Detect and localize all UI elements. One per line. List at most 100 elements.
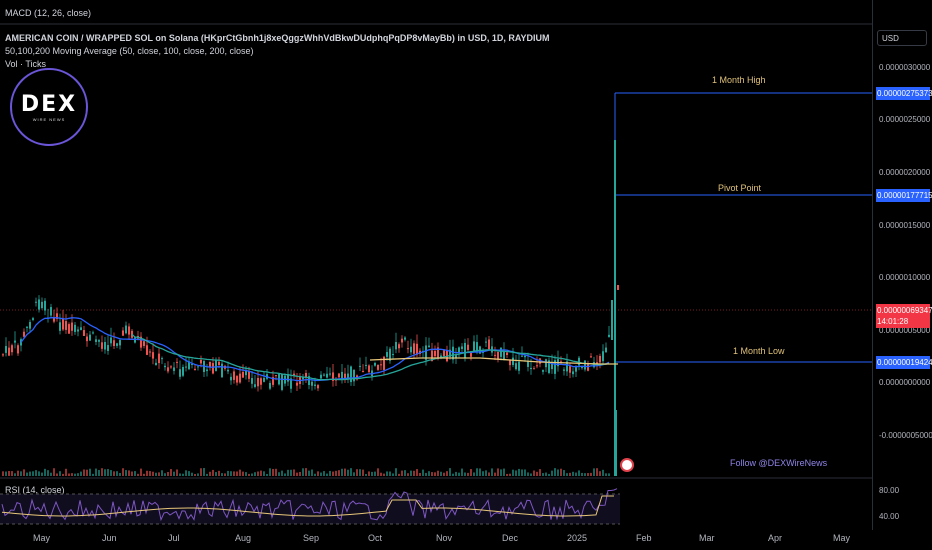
- volume-bar: [401, 470, 403, 476]
- candle-body: [227, 369, 229, 372]
- volume-bar: [512, 469, 514, 476]
- volume-bar: [566, 473, 568, 476]
- rsi-ma-line: [1, 495, 614, 517]
- candle-body: [473, 341, 475, 351]
- volume-bar: [269, 468, 271, 476]
- volume-bar: [590, 472, 592, 476]
- volume-bar: [482, 471, 484, 476]
- volume-bar: [284, 473, 286, 476]
- volume-bar: [305, 468, 307, 476]
- candle-body: [344, 373, 346, 379]
- pivot-annotation: Pivot Point: [718, 183, 762, 193]
- candle-body: [554, 360, 556, 374]
- volume-bar: [581, 472, 583, 476]
- volume-bar: [509, 473, 511, 476]
- volume-bar: [320, 472, 322, 476]
- volume-bar: [224, 473, 226, 476]
- candle-body: [584, 360, 586, 370]
- volume-bar: [392, 473, 394, 476]
- volume-bar: [437, 470, 439, 476]
- volume-bar: [239, 469, 241, 476]
- price-tick: -0.0000005000: [879, 431, 932, 440]
- candle-body: [302, 377, 304, 380]
- price-chart[interactable]: [0, 0, 872, 530]
- candle-body: [179, 369, 181, 377]
- candle-body: [5, 346, 7, 353]
- macd-label: MACD (12, 26, close): [5, 8, 92, 18]
- volume-bar: [287, 469, 289, 476]
- volume-bar: [116, 471, 118, 476]
- volume-bar: [68, 473, 70, 476]
- volume-bar: [62, 473, 64, 476]
- candle-body: [113, 340, 115, 347]
- volume-bar: [317, 471, 319, 476]
- volume-bar: [455, 471, 457, 476]
- volume-bar: [14, 473, 16, 476]
- volume-bar: [230, 471, 232, 476]
- candle-body: [233, 371, 235, 380]
- candle-body: [164, 365, 166, 368]
- candle-body: [443, 350, 445, 357]
- volume-bar: [575, 472, 577, 476]
- volume-bar: [422, 469, 424, 476]
- currency-selector[interactable]: USD: [877, 30, 927, 46]
- candle-body: [257, 377, 259, 387]
- volume-bar: [65, 468, 67, 476]
- volume-bar: [227, 470, 229, 476]
- volume-bar: [209, 471, 211, 476]
- candle-body: [497, 351, 499, 360]
- candle-body: [125, 325, 127, 334]
- volume-bar: [491, 468, 493, 476]
- volume-bar: [206, 473, 208, 476]
- candle-body: [14, 340, 16, 343]
- candle-body: [188, 361, 190, 370]
- candle-body: [290, 378, 292, 389]
- candle-body: [98, 340, 100, 342]
- volume-bar: [44, 468, 46, 476]
- time-label: 2025: [567, 533, 588, 543]
- candle-body: [110, 337, 112, 344]
- candle-body: [119, 340, 121, 346]
- volume-bar: [290, 469, 292, 476]
- candle-body: [26, 326, 28, 328]
- candle-body: [545, 359, 547, 368]
- candle-body: [506, 352, 508, 355]
- candle-body: [329, 373, 331, 375]
- volume-bar: [500, 469, 502, 476]
- candle-body: [503, 351, 505, 360]
- volume-bar: [344, 468, 346, 476]
- candle-body: [467, 344, 469, 350]
- candle-body: [185, 366, 187, 368]
- volume-bar: [32, 471, 34, 476]
- candle-body: [449, 349, 451, 357]
- candle-body: [452, 346, 454, 360]
- volume-bar: [461, 468, 463, 476]
- candle-body: [434, 350, 436, 357]
- candle-body: [353, 369, 355, 382]
- flag-icon[interactable]: [620, 458, 634, 472]
- candle-body: [440, 355, 442, 358]
- volume-bar: [527, 472, 529, 476]
- candle-body: [575, 366, 577, 372]
- volume-bar: [56, 473, 58, 476]
- volume-bar: [332, 471, 334, 476]
- candle-body: [320, 374, 322, 379]
- price-tick: 0.0000020000: [879, 168, 931, 177]
- time-label: Feb: [636, 533, 652, 543]
- candle-body: [275, 375, 277, 377]
- volume-bar: [59, 471, 61, 476]
- candle-body: [338, 373, 340, 378]
- volume-bar: [257, 471, 259, 476]
- candle-body: [140, 336, 142, 348]
- volume-bar: [29, 471, 31, 476]
- volume-bar: [179, 473, 181, 476]
- countdown-box: 14:01:28: [876, 315, 930, 328]
- candle-body: [68, 324, 70, 334]
- price-axis[interactable]: USD 0.0000030000 0.0000025000 0.00000200…: [872, 0, 932, 530]
- ma100-line: [131, 333, 610, 381]
- volume-bar: [221, 473, 223, 476]
- candle-body: [401, 338, 403, 343]
- candle-body: [239, 373, 241, 383]
- volume-bar: [425, 472, 427, 476]
- volume-bar: [338, 470, 340, 476]
